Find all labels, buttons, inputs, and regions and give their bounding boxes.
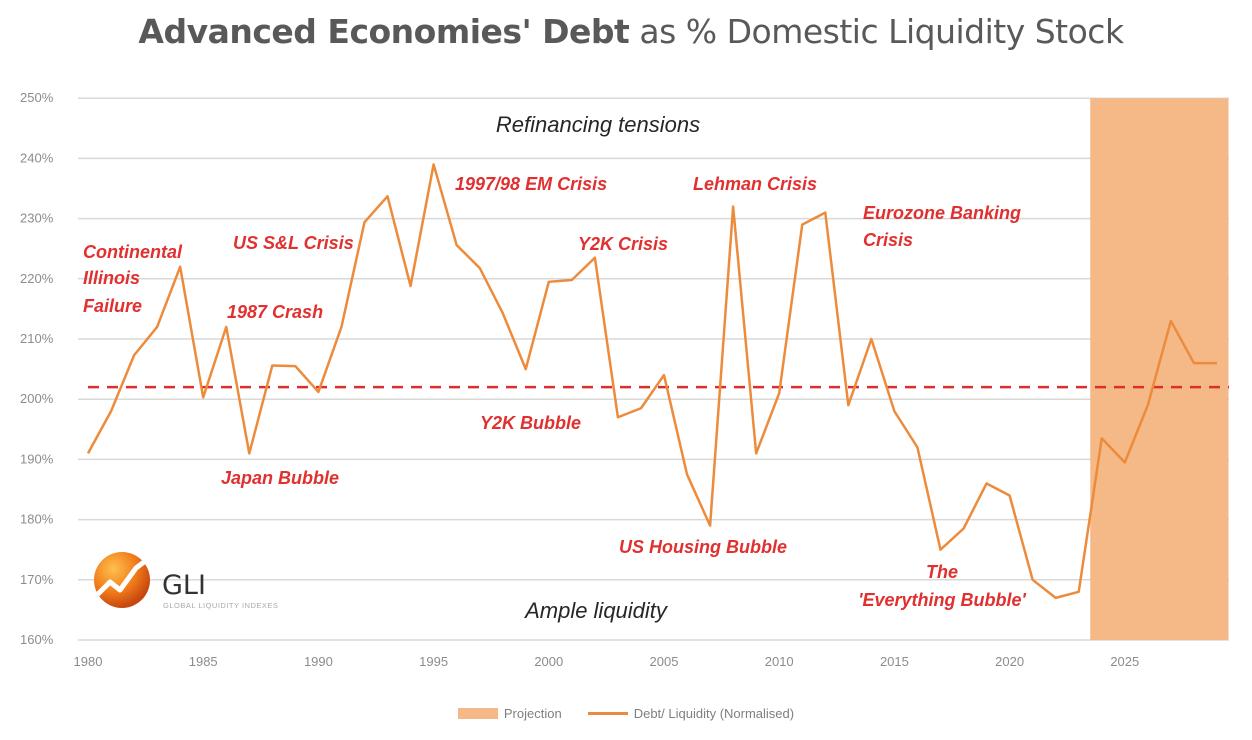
y-tick-label: 220% (20, 271, 54, 286)
annotation-label: Eurozone Banking (863, 203, 1021, 223)
y-tick-label: 190% (20, 451, 54, 466)
chart-title: Advanced Economies' Debt as % Domestic L… (0, 12, 1252, 51)
annotation-label: Continental (83, 242, 183, 262)
x-tick-label: 1990 (304, 654, 333, 669)
y-tick-label: 240% (20, 150, 54, 165)
x-tick-label: 2000 (534, 654, 563, 669)
annotation-label: US Housing Bubble (619, 537, 787, 557)
legend-item-projection: Projection (457, 706, 562, 721)
y-tick-label: 160% (20, 632, 54, 647)
x-tick-label: 2020 (995, 654, 1024, 669)
zone-label-bottom: Ample liquidity (523, 598, 669, 623)
x-tick-label: 2010 (765, 654, 794, 669)
annotation-label: The (926, 562, 958, 582)
series-line (86, 163, 1217, 600)
y-tick-label: 210% (20, 331, 54, 346)
y-tick-label: 170% (20, 572, 54, 587)
x-tick-label: 2015 (880, 654, 909, 669)
logo-tagline: GLOBAL LIQUIDITY INDEXES (163, 601, 279, 610)
zone-label-top: Refinancing tensions (496, 112, 700, 137)
x-tick-label: 2005 (650, 654, 679, 669)
y-tick-label: 250% (20, 90, 54, 105)
chart-title-rest: as % Domestic Liquidity Stock (639, 12, 1124, 51)
annotation-label: Failure (83, 296, 142, 316)
legend-swatch-series (587, 712, 628, 715)
projection-band (1090, 98, 1229, 640)
gli-logo-icon (94, 552, 150, 608)
annotation-label: Japan Bubble (221, 468, 339, 488)
chart-title-bold: Advanced Economies' Debt (138, 12, 630, 51)
x-tick-label: 1980 (74, 654, 103, 669)
y-tick-label: 200% (20, 391, 54, 406)
annotation-label: 1997/98 EM Crisis (455, 174, 607, 194)
x-tick-label: 2025 (1110, 654, 1139, 669)
line-chart: 160% 170% 180% 190% 200% 210% 220% 230% 240% 250%… (20, 90, 1229, 669)
y-tick-label: 180% (20, 512, 54, 527)
annotation-label: Crisis (863, 230, 913, 250)
legend-label-series: Debt/ Liquidity (Normalised) (633, 706, 795, 721)
logo-text: GLI (162, 570, 206, 601)
x-tick-label: 1995 (419, 654, 448, 669)
annotation-label: 'Everything Bubble' (858, 590, 1026, 610)
legend-label-projection: Projection (503, 706, 562, 721)
legend-item-series: Debt/ Liquidity (Normalised) (587, 706, 795, 721)
x-tick-label: 1985 (189, 654, 218, 669)
annotation-label: Y2K Crisis (578, 234, 668, 254)
annotation-label: US S&L Crisis (233, 233, 354, 253)
legend-swatch-projection (457, 708, 498, 719)
annotation-label: Lehman Crisis (693, 174, 817, 194)
annotation-label: 1987 Crash (227, 302, 323, 322)
legend: Projection Debt/ Liquidity (Normalised) (0, 706, 1252, 721)
annotation-label: Y2K Bubble (480, 413, 581, 433)
y-tick-label: 230% (20, 211, 54, 226)
annotation-label: Illinois (83, 268, 140, 288)
